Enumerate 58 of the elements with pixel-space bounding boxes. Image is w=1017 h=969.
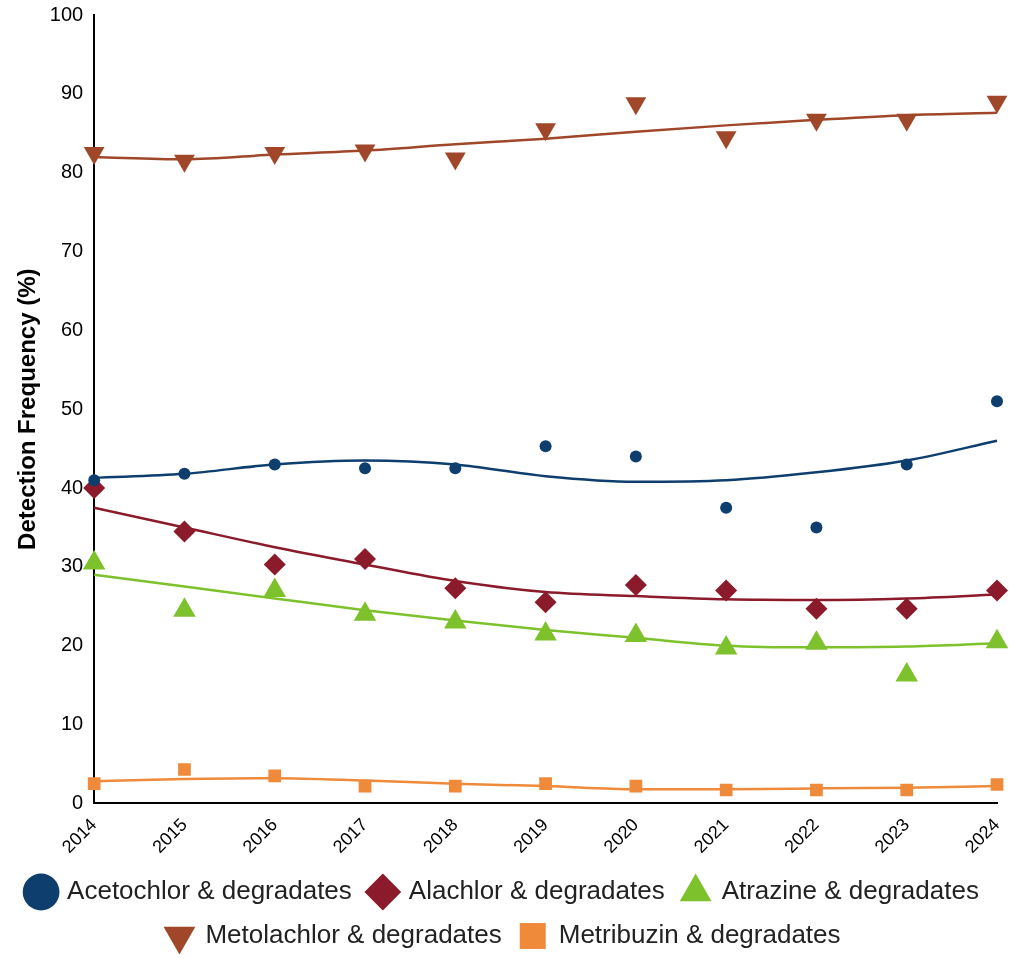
y-tick-label: 50 — [60, 396, 84, 419]
point — [719, 783, 733, 797]
point — [624, 574, 647, 597]
point — [991, 395, 1003, 408]
point — [534, 591, 557, 614]
point — [990, 778, 1004, 791]
point — [268, 769, 282, 783]
point — [895, 597, 918, 620]
point — [178, 763, 191, 776]
point — [354, 144, 376, 163]
y-tick-label: 80 — [60, 160, 84, 183]
y-tick-label: 70 — [60, 239, 84, 262]
point — [173, 520, 196, 543]
y-tick-label: 0 — [72, 790, 84, 813]
point — [715, 579, 738, 602]
point — [88, 474, 101, 487]
y-axis-title: Detection Frequency (%) — [13, 268, 41, 550]
point — [806, 113, 827, 132]
y-tick-label: 40 — [60, 475, 84, 498]
legend-label: Atrazine & degradates — [721, 875, 979, 906]
point — [896, 113, 918, 132]
point — [810, 783, 823, 797]
point — [539, 777, 552, 791]
point — [900, 783, 914, 797]
point — [359, 462, 372, 475]
y-tick-label: 10 — [60, 712, 84, 735]
y-tick-label: 100 — [49, 2, 84, 25]
point — [805, 597, 828, 620]
point — [449, 462, 462, 475]
point — [263, 553, 286, 576]
point — [444, 152, 466, 171]
point — [354, 548, 377, 570]
point — [720, 501, 733, 514]
point — [174, 154, 195, 173]
point — [444, 577, 467, 600]
point — [178, 467, 191, 480]
point — [268, 458, 281, 471]
point — [986, 579, 1008, 602]
y-tick-label: 20 — [60, 633, 84, 656]
legend-label: Metribuzin & degradates — [558, 919, 841, 950]
legend-label: Metolachlor & degradates — [205, 919, 502, 950]
point — [448, 779, 462, 793]
point — [87, 777, 101, 791]
legend-label: Acetochlor & degradates — [67, 875, 352, 906]
point — [625, 97, 647, 116]
point — [83, 146, 105, 165]
point — [535, 123, 556, 142]
point — [986, 95, 1008, 114]
point — [900, 458, 913, 471]
point — [810, 521, 823, 534]
y-tick-label: 90 — [60, 81, 84, 104]
y-tick-label: 30 — [60, 554, 84, 577]
point — [715, 131, 737, 150]
legend-label: Alachlor & degradates — [408, 875, 665, 906]
point — [539, 440, 552, 453]
point — [629, 450, 642, 463]
y-tick-label: 60 — [60, 317, 84, 340]
point — [264, 146, 286, 165]
